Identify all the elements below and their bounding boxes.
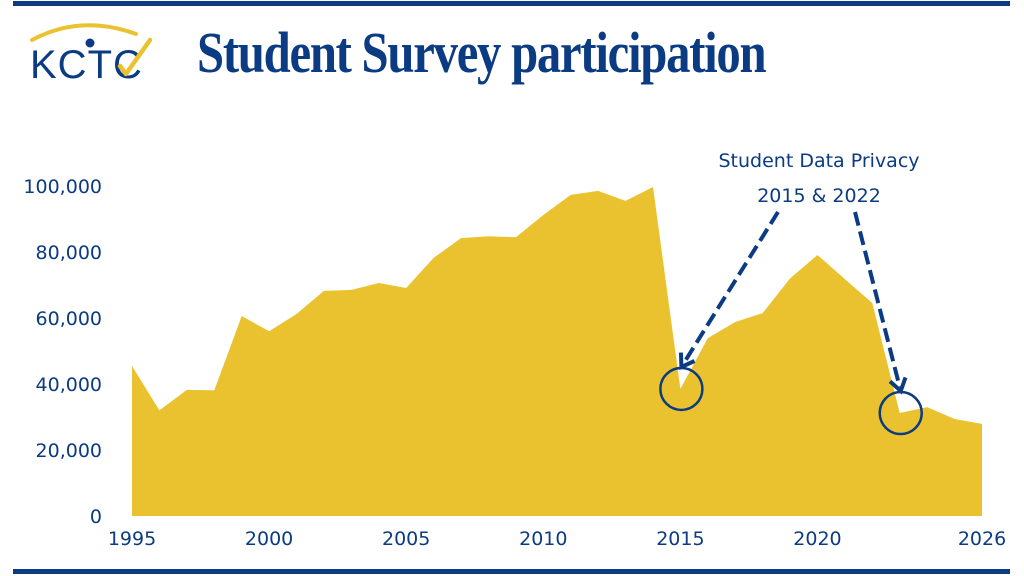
x-tick-label: 2026 xyxy=(958,528,1006,550)
highlight-circle xyxy=(659,366,704,412)
highlight-circle xyxy=(878,390,923,436)
logo-arc xyxy=(30,23,138,42)
annotation-circles xyxy=(659,366,923,436)
annotation-arrows xyxy=(678,210,908,395)
dashed-arrow-line xyxy=(681,210,780,365)
annotation-line-1: Student Data Privacy xyxy=(718,150,919,172)
y-tick-label: 0 xyxy=(90,506,102,528)
page-title: Student Survey participation xyxy=(197,20,767,85)
top-rule xyxy=(13,1,1010,6)
x-tick-label: 2005 xyxy=(382,528,430,550)
annotation-line-2: 2015 & 2022 xyxy=(757,185,881,207)
logo-person-head xyxy=(85,38,95,48)
bottom-rule xyxy=(13,569,1010,574)
x-axis-labels: 1995 2000 2005 2010 2015 2020 2026 xyxy=(108,528,1006,550)
y-tick-label: 40,000 xyxy=(36,374,102,396)
y-tick-label: 100,000 xyxy=(23,176,102,198)
x-tick-label: 2020 xyxy=(793,528,841,550)
y-tick-label: 80,000 xyxy=(36,242,102,264)
privacy-annotation: Student Data Privacy 2015 & 2022 xyxy=(659,150,923,436)
x-tick-label: 2015 xyxy=(656,528,704,550)
y-tick-label: 20,000 xyxy=(36,440,102,462)
dashed-arrow-line xyxy=(853,211,902,388)
x-tick-label: 1995 xyxy=(108,528,156,550)
logo-text: KCTC xyxy=(30,43,143,84)
kctc-logo: KCTC xyxy=(30,23,153,84)
y-tick-label: 60,000 xyxy=(36,308,102,330)
y-axis-labels: 0 20,000 40,000 60,000 80,000 100,000 xyxy=(23,176,102,528)
logo-checkmark xyxy=(117,37,153,77)
x-tick-label: 2000 xyxy=(245,528,293,550)
participation-area xyxy=(132,187,982,516)
x-tick-label: 2010 xyxy=(519,528,567,550)
